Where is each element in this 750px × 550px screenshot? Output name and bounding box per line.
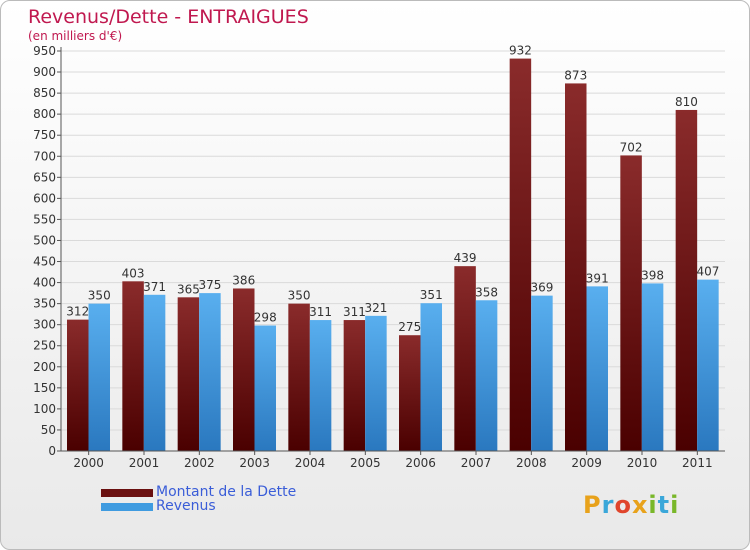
y-tick-label: 750 — [33, 128, 56, 142]
x-tick-label: 2006 — [405, 456, 436, 470]
y-tick-label: 300 — [33, 318, 56, 332]
y-tick-label: 450 — [33, 255, 56, 269]
data-label: 351 — [420, 288, 443, 302]
y-tick-label: 400 — [33, 276, 56, 290]
bar-revenus — [586, 286, 608, 451]
proxiti-logo: Proxiti — [583, 491, 680, 519]
chart-title: Revenus/Dette - ENTRAIGUES — [28, 6, 309, 28]
y-tick-label: 650 — [33, 170, 56, 184]
data-label: 321 — [364, 301, 387, 315]
chart-subtitle: (en milliers d'€) — [28, 29, 123, 43]
bar-revenus — [88, 303, 110, 451]
x-tick-label: 2003 — [239, 456, 270, 470]
data-label: 365 — [177, 282, 200, 296]
bar-dette — [233, 288, 255, 451]
y-tick-label: 900 — [33, 65, 56, 79]
data-label: 311 — [309, 305, 332, 319]
data-label: 932 — [509, 44, 532, 58]
legend-swatch-revenus — [101, 503, 153, 511]
bar-revenus — [309, 320, 332, 451]
data-label: 350 — [88, 289, 111, 303]
bar-revenus — [475, 300, 498, 451]
data-label: 375 — [198, 278, 221, 292]
data-label: 810 — [675, 95, 698, 109]
y-tick-label: 550 — [33, 212, 56, 226]
data-label: 275 — [398, 320, 421, 334]
x-tick-label: 2005 — [350, 456, 381, 470]
y-tick-label: 600 — [33, 191, 56, 205]
x-tick-label: 2008 — [516, 456, 547, 470]
y-tick-label: 850 — [33, 86, 56, 100]
y-tick-label: 350 — [33, 297, 56, 311]
bar-revenus — [143, 294, 166, 451]
data-label: 403 — [122, 266, 145, 280]
bar-revenus — [531, 295, 553, 451]
data-label: 358 — [475, 285, 498, 299]
bar-revenus — [697, 279, 719, 451]
y-tick-label: 500 — [33, 233, 56, 247]
legend-label-dette: Montant de la Dette — [156, 484, 297, 500]
bar-dette — [343, 320, 366, 451]
y-tick-label: 150 — [33, 381, 56, 395]
x-tick-label: 2009 — [571, 456, 602, 470]
bar-dette — [67, 319, 89, 451]
data-label: 312 — [66, 305, 89, 319]
x-tick-label: 2011 — [682, 456, 713, 470]
data-label: 398 — [641, 268, 664, 282]
y-tick-label: 800 — [33, 107, 56, 121]
bar-revenus — [641, 283, 664, 451]
data-label: 873 — [564, 68, 587, 82]
bar-dette — [288, 303, 310, 451]
y-tick-label: 0 — [48, 444, 56, 458]
data-label: 407 — [696, 265, 719, 279]
bar-dette — [122, 281, 144, 451]
bar-dette — [399, 335, 421, 451]
x-tick-label: 2000 — [73, 456, 104, 470]
bar-dette — [454, 266, 476, 451]
bar-revenus — [420, 303, 442, 451]
data-label: 369 — [530, 281, 553, 295]
x-tick-label: 2004 — [295, 456, 326, 470]
y-tick-label: 50 — [41, 423, 56, 437]
x-tick-label: 2002 — [184, 456, 215, 470]
bar-dette — [565, 83, 587, 451]
legend-label-revenus: Revenus — [156, 498, 216, 514]
y-tick-label: 950 — [33, 44, 56, 58]
data-label: 371 — [143, 280, 166, 294]
bar-dette — [620, 155, 642, 451]
data-label: 439 — [454, 251, 477, 265]
bar-revenus — [254, 325, 276, 451]
x-tick-label: 2010 — [627, 456, 658, 470]
y-tick-label: 250 — [33, 339, 56, 353]
data-label: 298 — [254, 311, 277, 325]
x-tick-label: 2001 — [129, 456, 160, 470]
x-tick-label: 2007 — [461, 456, 492, 470]
bar-revenus — [199, 293, 221, 451]
bar-dette — [509, 58, 532, 451]
y-tick-label: 700 — [33, 149, 56, 163]
bar-dette — [675, 109, 698, 452]
bar-revenus — [365, 315, 387, 451]
y-tick-label: 200 — [33, 360, 56, 374]
data-label: 311 — [343, 305, 366, 319]
data-label: 391 — [586, 271, 609, 285]
y-tick-label: 100 — [33, 402, 56, 416]
legend-swatch-dette — [101, 489, 153, 497]
bar-dette — [177, 297, 200, 451]
data-label: 702 — [620, 140, 643, 154]
data-label: 350 — [288, 289, 311, 303]
data-label: 386 — [232, 273, 255, 287]
